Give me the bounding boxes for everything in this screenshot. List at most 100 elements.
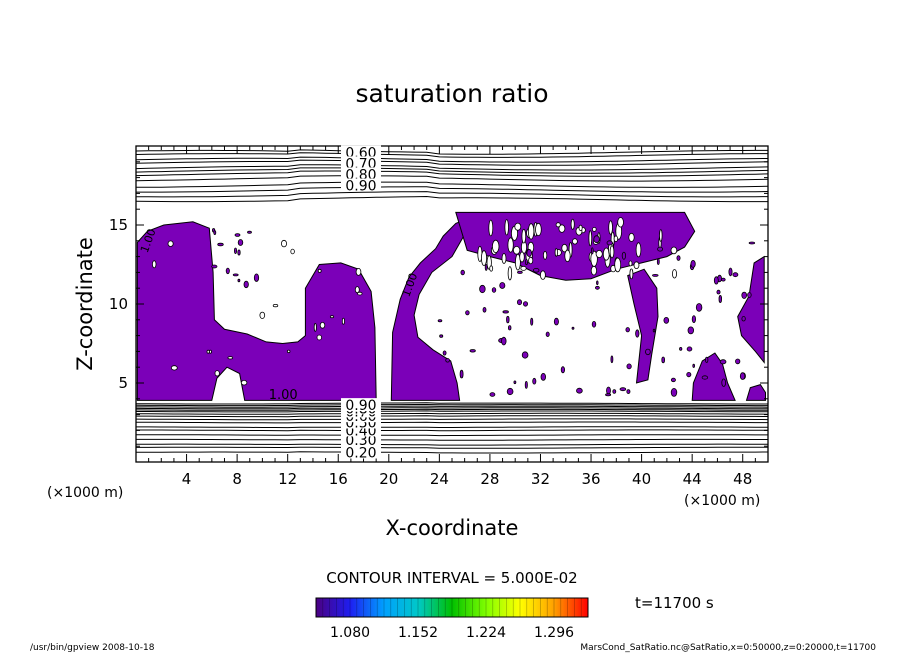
speckle [341,317,345,325]
contour-line-lower [136,421,768,424]
contour-line-lower [136,429,768,432]
speckle [329,315,335,319]
contour-line-lower [136,418,768,421]
speckle [479,284,486,294]
speckle [691,315,697,324]
contour-line-lower [136,426,768,429]
speckle [533,267,540,273]
speckle [460,269,465,276]
speckle [610,355,614,364]
speckle [316,334,322,341]
speckle [491,287,497,293]
speckle [517,299,523,306]
speckle [232,273,239,277]
y-tick-label: 10 [109,295,128,313]
speckle [554,248,558,257]
speckle [243,280,249,289]
x-axis-ticks: 4 8 12 16 20 24 28 32 36 40 44 48 [148,146,756,488]
speckle [695,303,703,312]
speckle [570,218,575,230]
speckle [608,220,613,235]
speckle [272,303,279,308]
speckle [287,349,291,354]
speckle [619,387,627,392]
speckle [590,265,598,276]
speckle [459,369,464,379]
speckle [606,386,611,395]
speckle [572,238,578,245]
speckle [234,233,241,237]
speckle [521,228,527,244]
contour-line-upper [136,159,768,166]
speckle [553,317,559,326]
speckle [525,259,528,266]
speckle [629,268,634,280]
contour-label-upper-bg [340,156,381,170]
speckle [233,247,237,254]
speckle [512,246,521,255]
contour-line-lower [136,438,768,441]
speckle [445,358,450,363]
speckle [558,224,566,233]
contour-line-lower [136,405,768,408]
colorbar: 1.080 1.152 1.224 1.296 [315,597,589,641]
speckle [319,321,326,329]
region-right-lobe [627,268,659,384]
x-unit-left: (×1000 m) [47,485,123,501]
speckle [513,380,517,385]
speckle [259,311,266,319]
speckle [540,372,546,381]
contour-line-upper [136,164,768,171]
speckle [719,359,727,365]
y-tick-label: 5 [118,374,128,392]
speckle [628,232,635,242]
speckle [595,249,603,258]
speckle [741,291,747,299]
region-left-block [136,221,377,401]
contour-line-lower [136,415,768,418]
colorbar-tick-label: 1.296 [534,625,574,641]
contour-line-upper [136,149,768,155]
contour-label-lower-bg [340,398,381,412]
speckle [354,286,360,294]
speckle [508,325,512,331]
colorbar-stripes [322,598,582,617]
speckle [628,260,633,267]
speckle [633,261,640,270]
speckle [741,316,746,322]
speckle [528,256,534,265]
speckle [484,263,488,271]
speckle [635,242,642,258]
x-unit-right: (×1000 m) [684,493,760,509]
speckle [621,251,627,260]
speckle [555,222,561,228]
speckle [588,230,593,247]
speckle [739,372,746,380]
speckle [701,375,709,380]
speckle [480,250,487,266]
x-tick-label: 40 [632,470,651,488]
contour-line-lower [136,443,768,446]
speckle [721,378,726,387]
speckle [626,389,631,395]
speckle [605,393,612,397]
supersaturated-regions [136,211,766,401]
x-tick-label: 36 [581,470,600,488]
x-tick-label: 32 [531,470,550,488]
contour-label-upper: 0.90 [345,179,376,195]
speckle [247,230,252,234]
speckle [542,250,548,260]
x-tick-label: 8 [232,470,242,488]
speckle [527,223,535,240]
speckle [561,243,568,253]
contour-line-upper [136,167,768,174]
speckle [214,370,220,377]
speckle [507,266,513,281]
speckle [659,229,663,242]
x-tick-label: 4 [182,470,192,488]
speckle [545,331,550,337]
speckle [213,230,217,236]
speckle [670,377,676,383]
contour-line-lower [136,434,768,437]
